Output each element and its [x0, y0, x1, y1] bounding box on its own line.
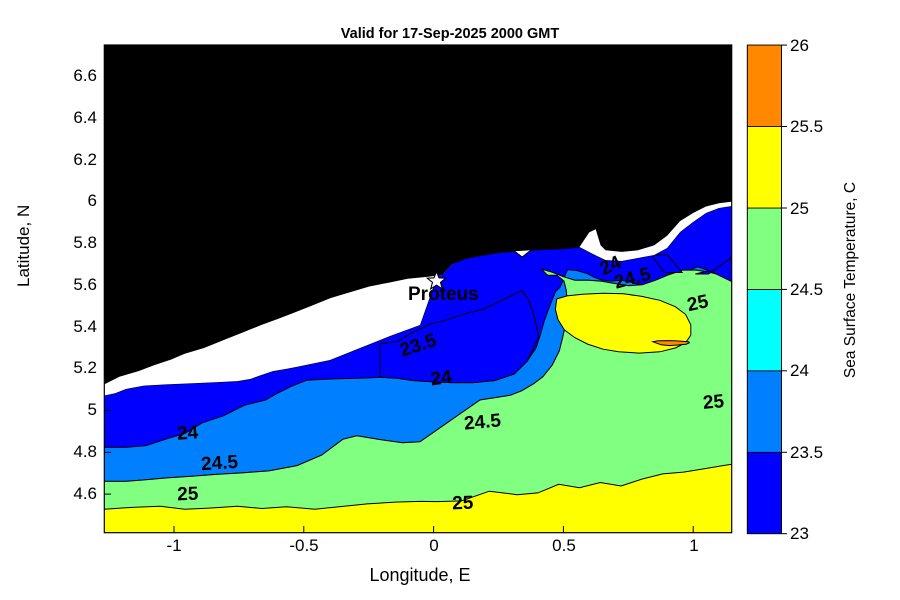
svg-text:24.5: 24.5 — [463, 410, 502, 434]
svg-text:Proteus: Proteus — [408, 284, 479, 305]
svg-text:25: 25 — [702, 391, 725, 414]
svg-text:24: 24 — [176, 422, 199, 444]
svg-text:25: 25 — [452, 493, 474, 515]
svg-text:24: 24 — [429, 367, 453, 391]
svg-text:25: 25 — [177, 484, 199, 506]
svg-text:24.5: 24.5 — [200, 452, 239, 476]
